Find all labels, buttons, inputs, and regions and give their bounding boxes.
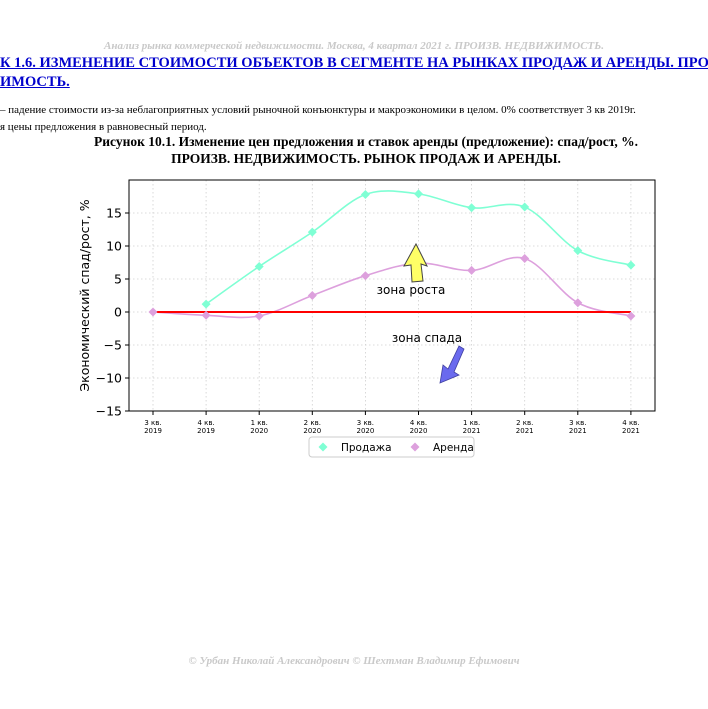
data-point-series-1	[573, 246, 583, 256]
y-tick-label: −10	[96, 371, 122, 386]
x-tick-label-year: 2020	[356, 427, 374, 435]
data-point-series-1	[626, 260, 636, 270]
y-tick-label: 15	[106, 206, 122, 221]
x-tick-label-quarter: 3 кв.	[569, 419, 586, 427]
figure-caption: Рисунок 10.1. Изменение цен предложения …	[93, 134, 639, 149]
data-point-series-2	[307, 291, 317, 300]
x-tick-label-year: 2021	[463, 427, 481, 435]
annotation-decline-zone: зона спада	[392, 331, 462, 345]
data-point-series-1	[201, 299, 211, 309]
data-point-series-1	[307, 227, 317, 237]
y-tick-label: −15	[96, 404, 122, 419]
figure-subcaption: ПРОИЗВ. НЕДВИЖИМОСТЬ. РЫНОК ПРОДАЖ И АРЕ…	[171, 151, 561, 166]
y-tick-label: 5	[114, 272, 122, 287]
data-point-series-2	[467, 265, 477, 275]
data-point-series-2	[626, 311, 636, 321]
section-title-continued[interactable]: ИМОСТЬ.	[0, 74, 70, 90]
legend-label-2: Аренда	[433, 442, 474, 454]
data-point-series-2	[148, 307, 158, 317]
arrow-up-icon	[403, 242, 428, 283]
section-title[interactable]: К 1.6. ИЗМЕНЕНИЕ СТОИМОСТИ ОБЪЕКТОВ В СЕ…	[0, 55, 708, 71]
x-tick-label-quarter: 4 кв.	[197, 419, 214, 427]
data-point-series-1	[520, 202, 530, 212]
note-text: – падение стоимости из-за неблагоприятны…	[0, 104, 636, 116]
x-tick-label-quarter: 4 кв.	[410, 419, 427, 427]
x-tick-label-year: 2021	[516, 427, 534, 435]
x-tick-label-year: 2021	[569, 427, 587, 435]
y-tick-label: −5	[104, 338, 122, 353]
x-tick-label-quarter: 1 кв.	[251, 419, 268, 427]
x-tick-label-quarter: 3 кв.	[144, 419, 161, 427]
x-tick-label-quarter: 2 кв.	[304, 419, 321, 427]
x-tick-label-quarter: 2 кв.	[516, 419, 533, 427]
legend-marker-2	[410, 442, 420, 452]
data-point-series-2	[520, 254, 530, 264]
y-tick-label: 10	[106, 239, 122, 254]
data-point-series-2	[360, 271, 370, 281]
x-tick-label-year: 2020	[410, 427, 428, 435]
note-text-continued: я цены предложения в равновесный период.	[0, 121, 207, 133]
data-point-series-1	[360, 190, 370, 200]
plot-frame	[128, 179, 656, 412]
data-point-series-1	[414, 189, 423, 199]
y-tick-label: 0	[114, 305, 122, 320]
x-tick-label-year: 2021	[622, 427, 640, 435]
series-line-2	[152, 256, 632, 319]
arrow-down-icon	[439, 345, 465, 384]
x-tick-label-quarter: 3 кв.	[357, 419, 374, 427]
x-tick-label-year: 2019	[197, 427, 215, 435]
data-point-series-2	[573, 298, 583, 308]
x-tick-label-quarter: 1 кв.	[463, 419, 480, 427]
copyright-footer: © Урбан Николай Александрович © Шехтман …	[188, 655, 520, 667]
annotation-growth-zone: зона роста	[377, 283, 446, 297]
legend-marker-1	[318, 442, 328, 452]
page-header: Анализ рынка коммерческой недвижимости. …	[104, 40, 604, 52]
data-point-series-1	[467, 203, 477, 213]
data-point-series-2	[201, 310, 211, 320]
legend-box	[308, 436, 475, 458]
x-tick-label-year: 2020	[303, 427, 321, 435]
x-tick-label-year: 2020	[250, 427, 268, 435]
legend-label-1: Продажа	[341, 442, 392, 454]
data-point-series-2	[254, 311, 264, 321]
x-tick-label-quarter: 4 кв.	[622, 419, 639, 427]
y-axis-label: Экономический спад/рост, %	[77, 199, 92, 391]
data-point-series-1	[254, 261, 264, 271]
x-tick-label-year: 2019	[144, 427, 162, 435]
